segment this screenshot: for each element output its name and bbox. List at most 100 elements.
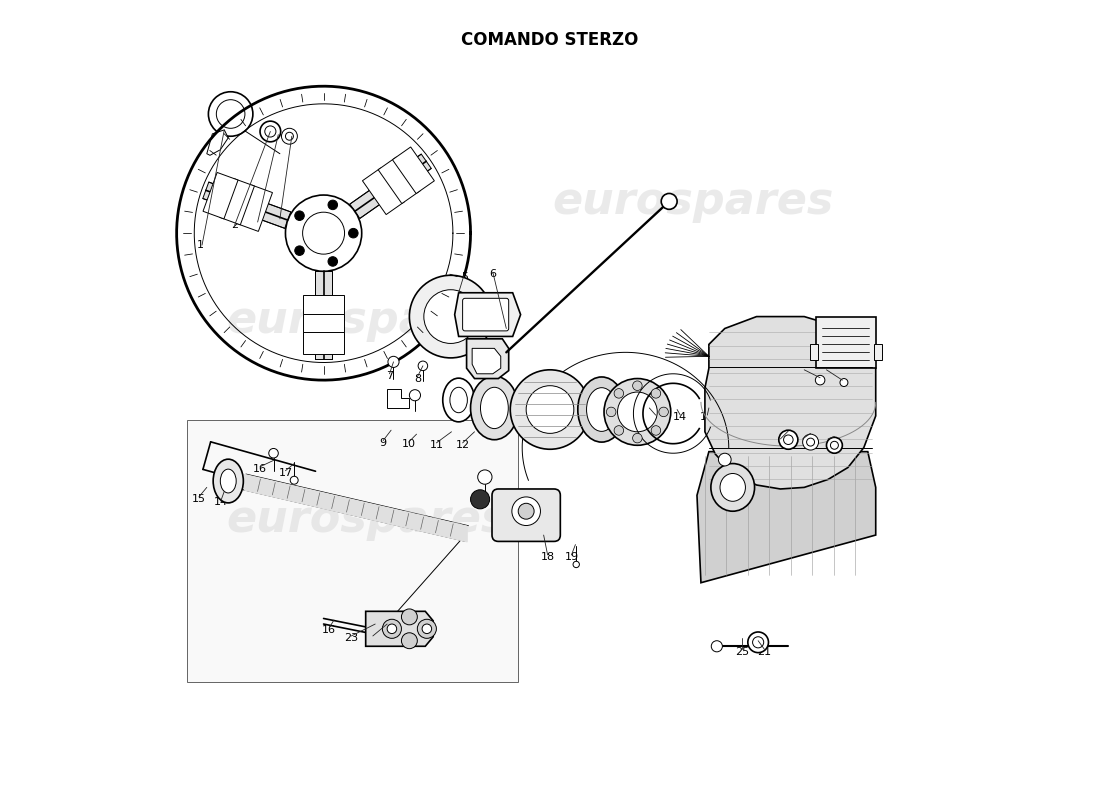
Text: 21: 21 — [758, 647, 771, 657]
Polygon shape — [315, 271, 332, 358]
Circle shape — [295, 211, 305, 221]
Text: 17: 17 — [278, 468, 293, 478]
Text: 15: 15 — [191, 494, 206, 504]
Text: 16: 16 — [253, 464, 267, 474]
Polygon shape — [350, 154, 431, 218]
Polygon shape — [393, 147, 434, 194]
Ellipse shape — [471, 376, 518, 440]
Circle shape — [573, 562, 580, 568]
Circle shape — [632, 434, 642, 443]
Text: 2: 2 — [231, 220, 239, 230]
Ellipse shape — [711, 463, 755, 511]
Circle shape — [712, 641, 723, 652]
Text: 1: 1 — [197, 240, 204, 250]
Circle shape — [424, 290, 477, 343]
Circle shape — [718, 454, 732, 466]
Circle shape — [661, 194, 678, 210]
Circle shape — [471, 490, 490, 509]
Polygon shape — [378, 157, 420, 203]
Circle shape — [422, 624, 431, 634]
Circle shape — [349, 229, 359, 238]
Text: 27: 27 — [820, 367, 834, 377]
Polygon shape — [454, 293, 520, 337]
Text: COMANDO STERZO: COMANDO STERZO — [461, 30, 639, 49]
Circle shape — [803, 434, 818, 450]
Circle shape — [826, 438, 843, 454]
Polygon shape — [365, 611, 433, 646]
Text: 11: 11 — [429, 440, 443, 450]
Text: 7: 7 — [386, 371, 393, 381]
Ellipse shape — [720, 474, 746, 502]
Ellipse shape — [220, 469, 236, 493]
Text: 16: 16 — [322, 626, 337, 635]
Circle shape — [417, 619, 437, 638]
Circle shape — [779, 430, 798, 450]
Polygon shape — [202, 182, 290, 228]
Text: 25: 25 — [735, 647, 749, 657]
Ellipse shape — [578, 377, 626, 442]
Circle shape — [302, 212, 344, 254]
Ellipse shape — [450, 387, 468, 413]
Ellipse shape — [586, 388, 617, 431]
FancyBboxPatch shape — [463, 298, 508, 331]
Text: 12: 12 — [455, 440, 470, 450]
Circle shape — [783, 435, 793, 445]
Circle shape — [518, 503, 535, 519]
FancyBboxPatch shape — [492, 489, 560, 542]
Text: 20: 20 — [773, 436, 788, 446]
Polygon shape — [204, 173, 238, 219]
Text: 13: 13 — [701, 413, 714, 422]
Text: 14: 14 — [673, 413, 688, 422]
Text: 3: 3 — [254, 217, 261, 227]
Circle shape — [286, 195, 362, 271]
Circle shape — [606, 407, 616, 417]
Circle shape — [510, 370, 590, 450]
Circle shape — [286, 132, 294, 140]
Circle shape — [295, 246, 305, 255]
Circle shape — [752, 637, 763, 648]
Circle shape — [632, 381, 642, 390]
Polygon shape — [697, 452, 876, 582]
Text: eurospares: eurospares — [227, 498, 508, 541]
Text: 13: 13 — [649, 413, 662, 422]
Text: 6: 6 — [490, 270, 496, 279]
Circle shape — [617, 392, 658, 432]
Text: 24: 24 — [365, 634, 380, 643]
Circle shape — [651, 426, 661, 435]
Ellipse shape — [442, 378, 474, 422]
Polygon shape — [362, 168, 405, 214]
Circle shape — [409, 275, 492, 358]
Circle shape — [418, 361, 428, 370]
Ellipse shape — [213, 459, 243, 503]
Text: 4: 4 — [276, 214, 284, 224]
Text: 5: 5 — [461, 272, 468, 282]
Circle shape — [512, 497, 540, 526]
Circle shape — [265, 126, 276, 137]
Circle shape — [402, 609, 417, 625]
Circle shape — [290, 476, 298, 484]
Ellipse shape — [481, 387, 508, 429]
Circle shape — [402, 633, 417, 649]
Circle shape — [614, 426, 624, 435]
Circle shape — [840, 378, 848, 386]
Circle shape — [387, 624, 397, 634]
Polygon shape — [472, 348, 500, 374]
Circle shape — [526, 386, 574, 434]
Circle shape — [806, 438, 814, 446]
Circle shape — [830, 442, 838, 450]
Text: 10: 10 — [402, 439, 416, 450]
Text: 19: 19 — [564, 552, 579, 562]
Text: 26: 26 — [798, 367, 812, 377]
Text: eurospares: eurospares — [227, 299, 508, 342]
Circle shape — [659, 407, 669, 417]
Circle shape — [651, 389, 661, 398]
Circle shape — [388, 356, 399, 367]
Circle shape — [208, 92, 253, 136]
Circle shape — [282, 128, 297, 144]
Circle shape — [748, 632, 769, 653]
Text: 22: 22 — [821, 436, 835, 446]
Circle shape — [328, 257, 338, 266]
Circle shape — [604, 378, 671, 446]
Text: eurospares: eurospares — [552, 180, 834, 223]
Text: 9: 9 — [379, 438, 387, 448]
